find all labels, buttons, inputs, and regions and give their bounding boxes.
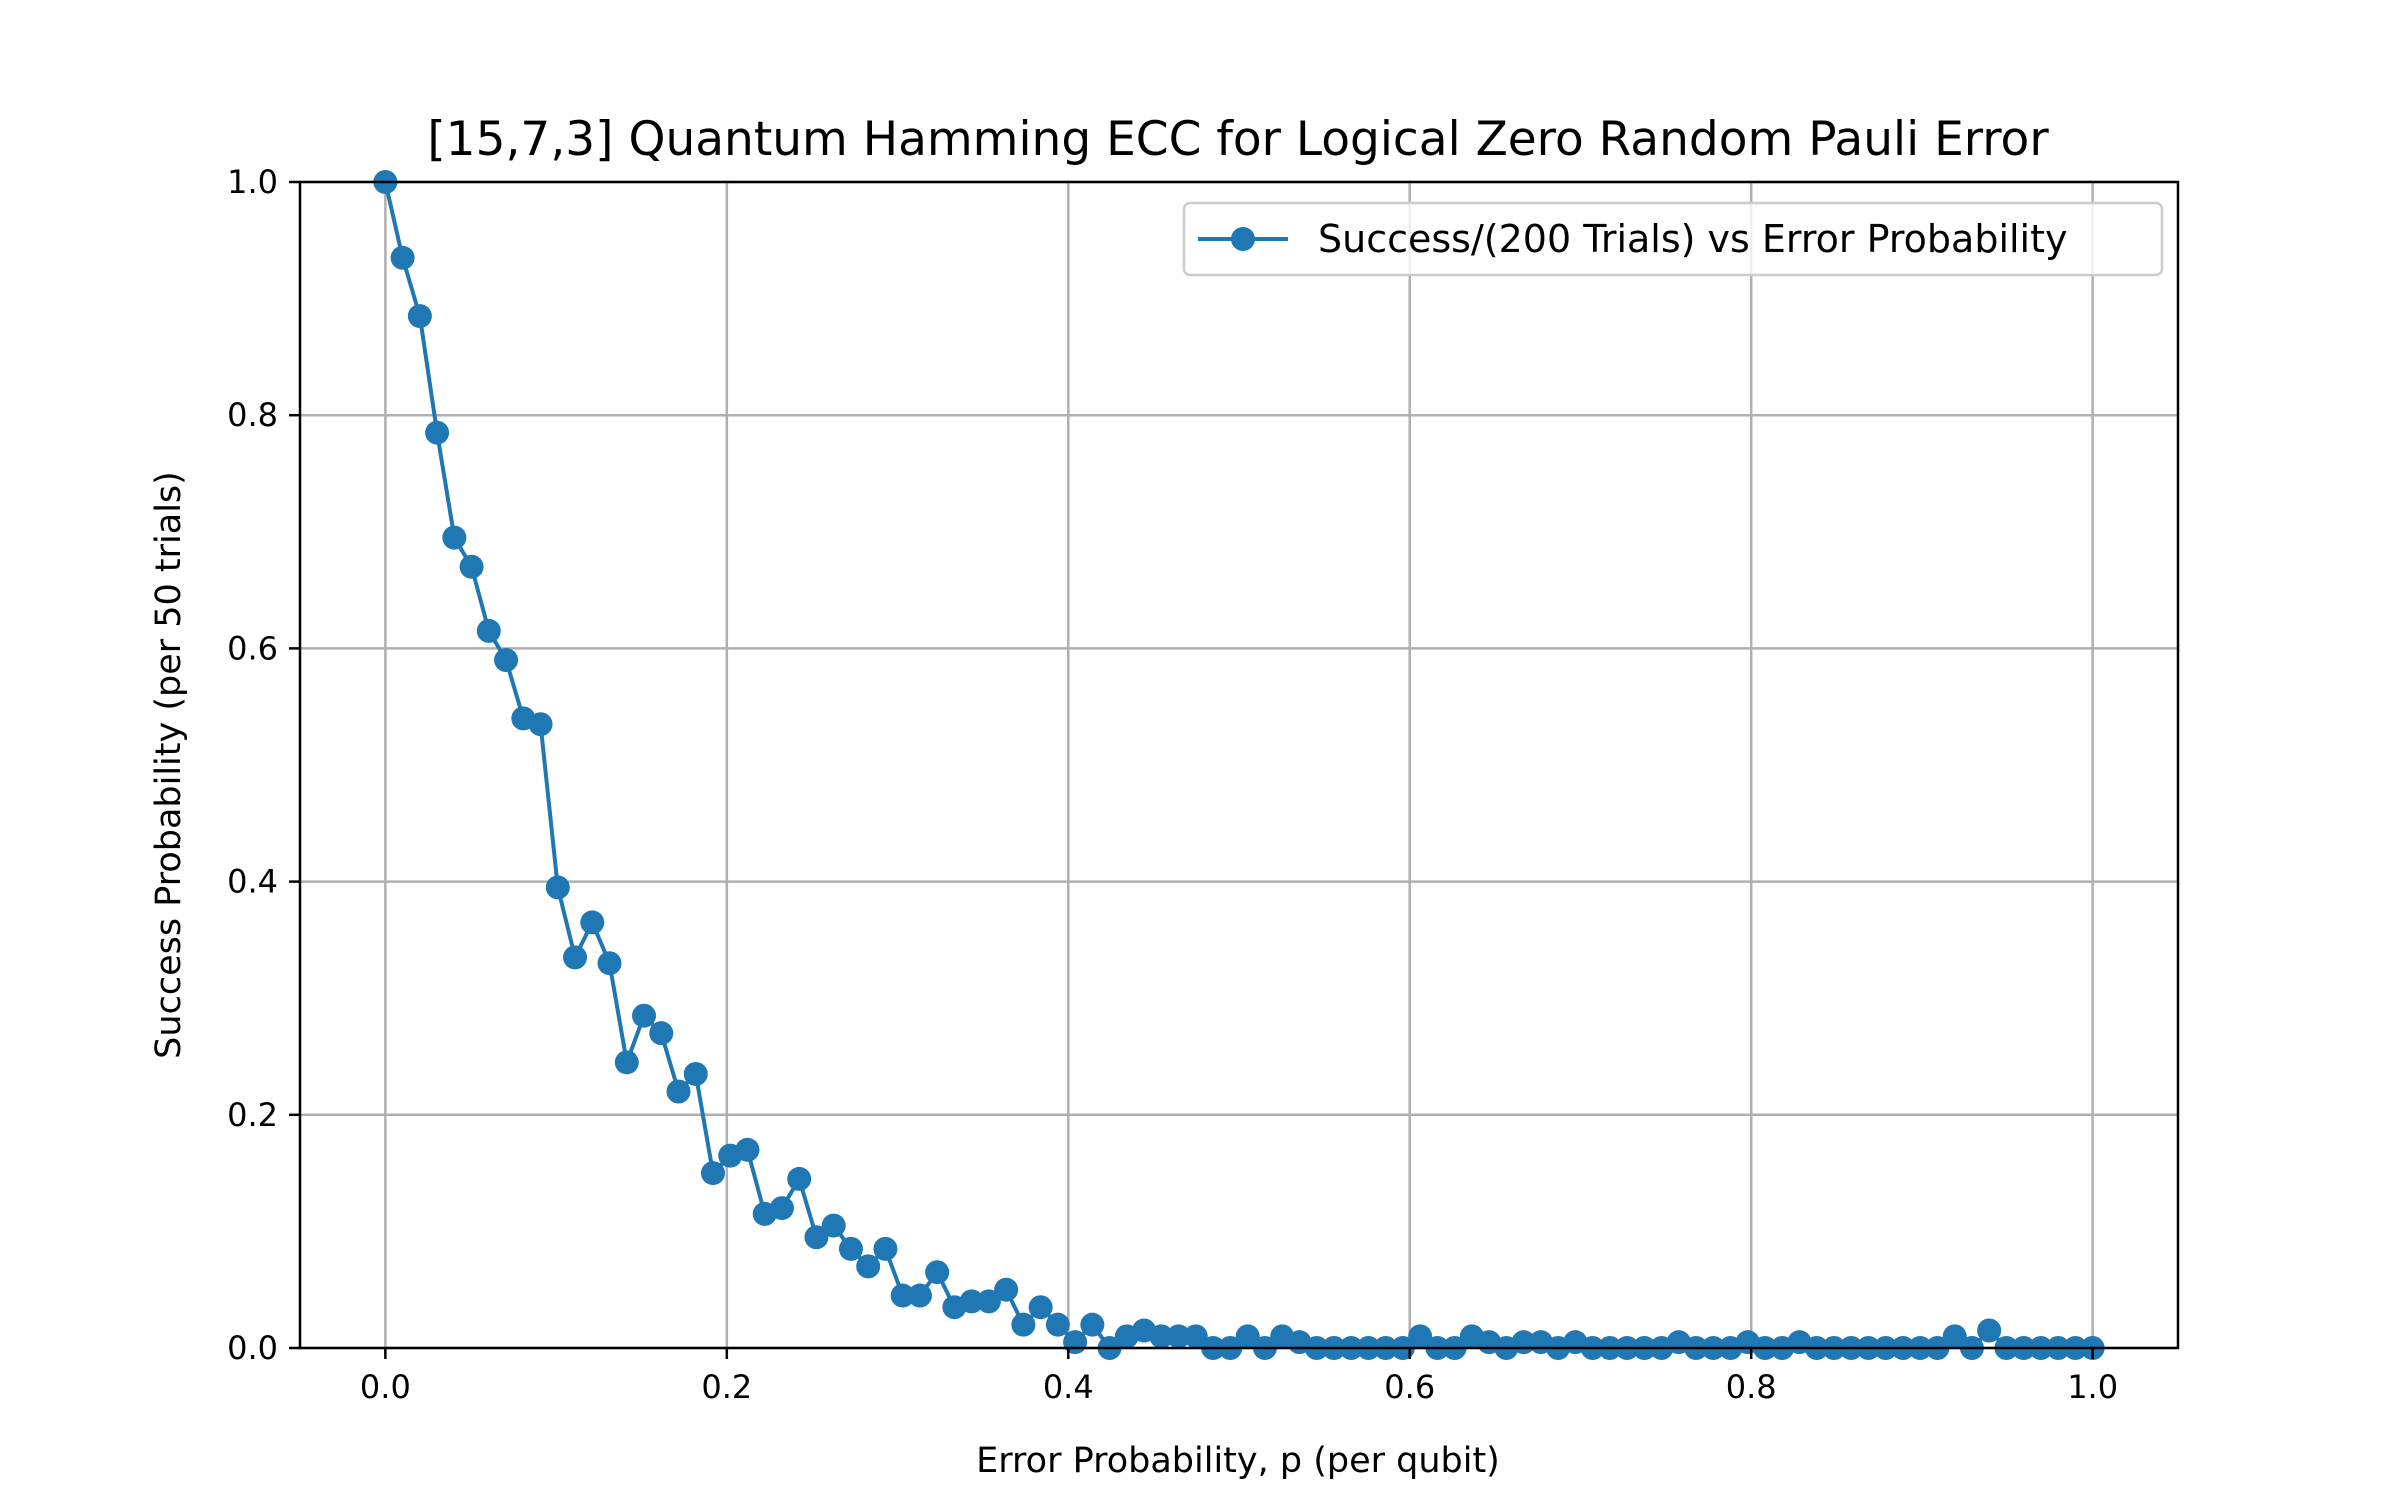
data-point [769,1196,794,1221]
series-layer [373,170,2105,1360]
data-point [563,945,588,970]
data-point [1408,1324,1433,1349]
x-axis-label: Error Probability, p (per qubit) [976,1441,1500,1481]
data-point [614,1050,639,1075]
data-point [907,1283,932,1308]
data-point [476,618,501,643]
data-point [545,875,570,900]
x-tick-label: 0.4 [1043,1368,1094,1406]
data-point [838,1236,863,1261]
x-tick-label: 0.8 [1726,1368,1777,1406]
data-point [1045,1312,1070,1337]
legend-box [1182,201,2164,277]
legend-marker-swatch [1231,227,1255,251]
data-point [700,1161,725,1186]
legend: Success/(200 Trials) vs Error Probabilit… [1182,201,2164,277]
grid-layer [300,180,2178,1350]
data-point [683,1061,708,1086]
data-point [976,1289,1001,1314]
data-point [666,1079,691,1104]
y-tick-label: 0.4 [227,863,278,901]
y-tick-label: 0.0 [227,1329,278,1367]
data-point [735,1137,760,1162]
data-point [890,1283,915,1308]
axes-layer: 0.0 0.2 0.4 0.6 0.8 1.0 0.0 0.2 0.4 0.6 0.8 1.0 [227,163,2180,1406]
data-point [1080,1312,1105,1337]
data-point [459,554,484,579]
data-point [925,1260,950,1285]
y-tick-label: 0.2 [227,1096,278,1134]
data-point [873,1236,898,1261]
data-point [597,951,622,976]
y-tick-label: 0.8 [227,396,278,434]
chart-title: [15,7,3] Quantum Hamming ECC for Logical… [427,112,2049,167]
data-point [632,1003,657,1028]
y-tick-label: 0.6 [227,629,278,667]
legend-label: Success/(200 Trials) vs Error Probabilit… [1318,217,2068,261]
data-point [1942,1324,1967,1349]
series-line [383,181,2093,1350]
x-tick-label: 1.0 [2067,1368,2118,1406]
data-point [1183,1324,1208,1349]
data-point [528,712,553,737]
data-point [787,1166,812,1191]
data-point [390,245,415,270]
data-point [649,1021,674,1046]
data-point [580,910,605,935]
x-tick-label: 0.2 [701,1368,752,1406]
data-point [442,525,467,550]
data-point [407,304,432,329]
data-point [1011,1312,1036,1337]
data-point [494,648,519,673]
x-tick-label: 0.6 [1384,1368,1435,1406]
data-point [804,1225,829,1250]
data-point [1977,1318,2002,1343]
data-point [959,1289,984,1314]
plot-frame [298,180,2180,1350]
x-tick-label: 0.0 [360,1368,411,1406]
y-tick-label: 1.0 [227,163,278,201]
data-point [1166,1324,1191,1349]
y-axis-label: Success Probability (per 50 trials) [149,471,189,1059]
data-point [1235,1324,1260,1349]
data-point [821,1213,846,1238]
data-point [1063,1330,1088,1355]
data-point [425,420,450,445]
data-point [994,1277,1019,1302]
data-point [856,1254,881,1279]
data-point [1028,1295,1053,1320]
data-point [1149,1324,1174,1349]
